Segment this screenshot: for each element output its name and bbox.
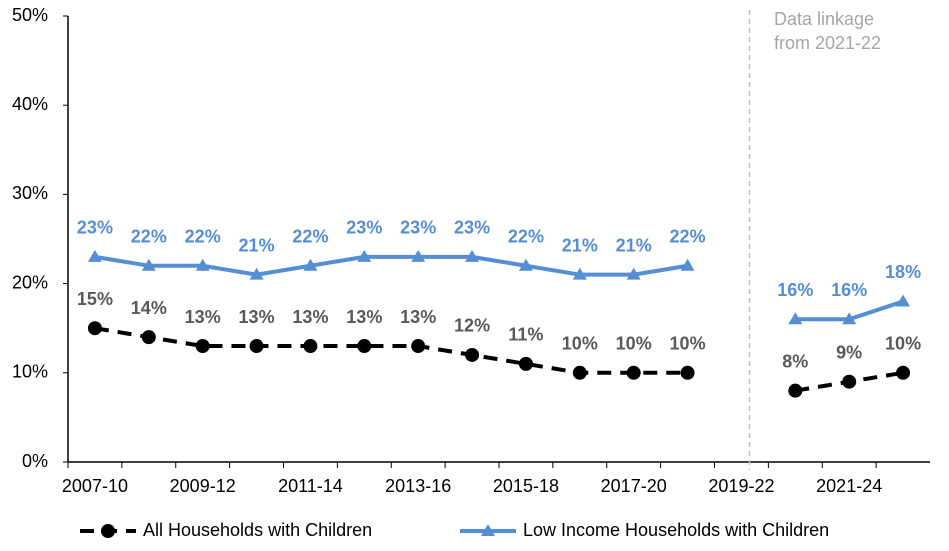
data-label: 22%	[670, 227, 706, 247]
data-point	[572, 365, 587, 380]
data-label: 21%	[562, 235, 598, 255]
data-point	[195, 339, 210, 354]
y-tick-label: 30%	[12, 183, 48, 203]
data-label: 13%	[400, 307, 436, 327]
data-label: 23%	[454, 218, 490, 238]
annotation: Data linkage	[774, 9, 874, 29]
data-label: 13%	[185, 307, 221, 327]
data-label: 13%	[239, 307, 275, 327]
data-label: 10%	[562, 334, 598, 354]
x-tick-label: 2019-22	[708, 476, 774, 496]
data-label: 16%	[777, 280, 813, 300]
data-point	[87, 249, 102, 262]
data-point	[788, 383, 803, 398]
legend-label: All Households with Children	[143, 520, 372, 540]
x-tick-label: 2017-20	[601, 476, 667, 496]
legend-label: Low Income Households with Children	[523, 520, 829, 540]
data-point	[572, 267, 587, 280]
data-label: 22%	[508, 227, 544, 247]
x-tick-label: 2011-14	[278, 476, 343, 496]
data-label: 11%	[508, 325, 543, 345]
data-point	[842, 374, 857, 389]
data-label: 8%	[782, 351, 808, 371]
data-point	[411, 339, 426, 354]
data-point	[303, 258, 318, 271]
data-label: 10%	[885, 334, 921, 354]
data-point	[680, 258, 695, 271]
data-point	[303, 339, 318, 354]
data-point	[896, 365, 911, 380]
data-label: 23%	[400, 218, 436, 238]
data-point	[626, 267, 641, 280]
x-tick-label: 2009-12	[170, 476, 236, 496]
data-label: 22%	[292, 227, 328, 247]
data-label: 21%	[616, 235, 652, 255]
y-tick-label: 20%	[12, 272, 48, 292]
annotation: from 2021-22	[774, 33, 881, 53]
data-point	[357, 339, 372, 354]
data-label: 15%	[77, 289, 113, 309]
data-point	[195, 258, 210, 271]
data-label: 12%	[454, 316, 490, 336]
data-label: 22%	[131, 227, 167, 247]
data-label: 22%	[185, 227, 221, 247]
data-point	[411, 249, 426, 262]
data-point	[249, 339, 264, 354]
y-tick-label: 40%	[12, 94, 48, 114]
data-label: 10%	[616, 334, 652, 354]
data-label: 23%	[346, 218, 382, 238]
y-tick-label: 0%	[22, 451, 48, 471]
data-point	[680, 365, 695, 380]
data-label: 23%	[77, 218, 113, 238]
x-tick-label: 2007-10	[62, 476, 128, 496]
data-point	[87, 321, 102, 336]
data-point	[141, 330, 156, 345]
legend-marker	[481, 524, 495, 536]
data-point	[465, 347, 480, 362]
y-tick-label: 10%	[12, 362, 48, 382]
data-point	[141, 258, 156, 271]
data-label: 18%	[885, 262, 921, 282]
data-point	[249, 267, 264, 280]
data-label: 16%	[831, 280, 867, 300]
data-point	[626, 365, 641, 380]
data-label: 13%	[292, 307, 328, 327]
data-point	[896, 294, 911, 307]
legend-marker	[101, 524, 115, 538]
data-point	[357, 249, 372, 262]
y-tick-label: 50%	[12, 5, 48, 25]
data-point	[465, 249, 480, 262]
data-label: 9%	[836, 342, 862, 362]
x-tick-label: 2015-18	[493, 476, 559, 496]
data-point	[788, 312, 803, 325]
data-point	[518, 356, 533, 371]
x-tick-label: 2021-24	[816, 476, 882, 496]
data-point	[518, 258, 533, 271]
data-label: 10%	[670, 334, 706, 354]
x-tick-label: 2013-16	[385, 476, 451, 496]
data-label: 14%	[131, 298, 167, 318]
data-label: 21%	[239, 235, 275, 255]
data-point	[842, 312, 857, 325]
data-label: 13%	[346, 307, 382, 327]
